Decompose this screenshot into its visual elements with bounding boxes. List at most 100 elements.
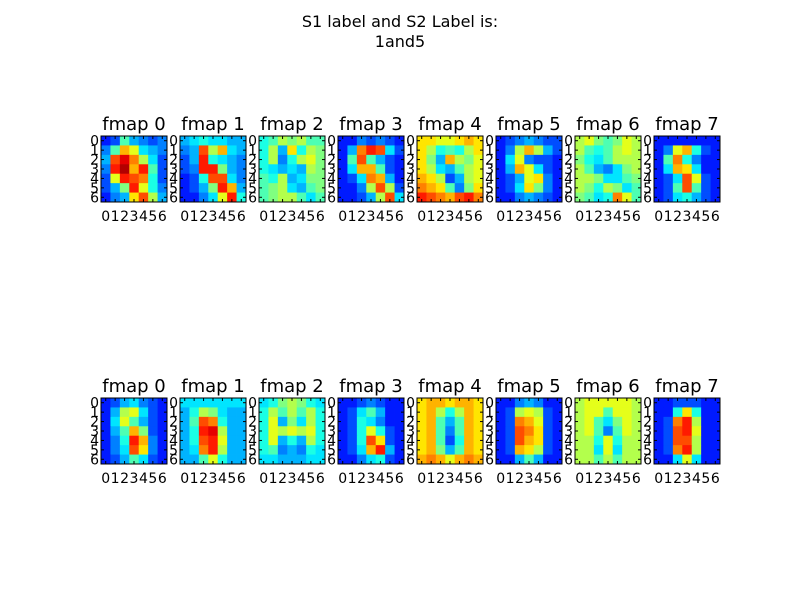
heatmap-cell: [672, 426, 683, 437]
heatmap-cell: [496, 192, 506, 203]
y-tick-label: 3: [248, 162, 257, 178]
heatmap-cell: [236, 426, 247, 437]
heatmap-cell: [533, 426, 544, 437]
y-tick-label: 4: [643, 433, 652, 449]
heatmap-cell: [315, 173, 326, 184]
x-tick-label: 4: [139, 209, 148, 225]
x-tick-label: 4: [218, 209, 227, 225]
heatmap-cell: [464, 164, 474, 175]
heatmap-cell: [101, 454, 111, 465]
heatmap-cell: [417, 416, 427, 427]
heatmap-cell: [663, 164, 674, 175]
heatmap-cell: [710, 173, 721, 184]
y-tick-label: 3: [169, 162, 178, 178]
heatmap-cell: [593, 173, 604, 184]
heatmap-cell: [306, 398, 316, 408]
heatmap-cell: [375, 145, 386, 156]
heatmap-cell: [445, 154, 456, 165]
heatmap-cell: [701, 164, 711, 175]
y-tick-label: 2: [485, 415, 494, 431]
x-tick-label: 0: [575, 209, 584, 225]
x-tick-label: 5: [701, 471, 710, 487]
y-tick-label: 2: [248, 153, 257, 169]
x-tick-label: 4: [692, 209, 701, 225]
heatmap-cell: [198, 145, 209, 156]
heatmap-cell: [296, 435, 307, 446]
x-tick-label: 5: [148, 209, 157, 225]
heatmap-cell: [338, 154, 348, 165]
x-tick-label: 1: [506, 209, 515, 225]
x-tick-label: 5: [622, 209, 631, 225]
y-tick-label: 6: [564, 452, 573, 468]
heatmap-cell: [347, 192, 358, 203]
heatmap-cell: [315, 426, 326, 437]
heatmap-cell: [287, 183, 298, 193]
x-tick-label: 5: [385, 209, 394, 225]
heatmap-cell: [603, 173, 614, 184]
heatmap-cell: [227, 426, 237, 437]
heatmap-cell: [603, 445, 614, 455]
heatmap-cell: [366, 426, 377, 437]
heatmap-cell: [593, 407, 604, 418]
heatmap-cell: [306, 183, 316, 193]
y-tick-label: 2: [643, 415, 652, 431]
heatmap-cell: [180, 164, 190, 175]
heatmap-cell: [464, 136, 474, 146]
heatmap-cell: [338, 398, 348, 408]
y-tick-label: 1: [169, 405, 178, 421]
heatmap-cell: [454, 435, 465, 446]
heatmap-cell: [394, 173, 405, 184]
heatmap-cell: [375, 445, 386, 455]
heatmap-cell: [543, 407, 553, 418]
heatmap-cell: [514, 426, 525, 437]
x-tick-label: 3: [604, 471, 613, 487]
heatmap-cell: [138, 445, 149, 455]
heatmap-cell: [347, 145, 358, 156]
heatmap-cell: [208, 435, 219, 446]
heatmap-cell: [129, 426, 140, 437]
x-tick-label: 6: [632, 209, 641, 225]
heatmap-cell: [663, 173, 674, 184]
heatmap-cell: [236, 136, 247, 146]
x-tick-label: 0: [259, 209, 268, 225]
heatmap-cell: [227, 192, 237, 203]
heatmap-cell: [505, 145, 516, 156]
heatmap-cell: [236, 164, 247, 175]
y-tick-label: 0: [406, 134, 415, 150]
heatmap-cell: [366, 407, 377, 418]
heatmap-cell: [701, 416, 711, 427]
heatmap-cell: [148, 154, 158, 165]
heatmap-cell: [682, 398, 693, 408]
heatmap-cell: [277, 145, 288, 156]
x-tick-label: 3: [446, 471, 455, 487]
heatmap-cell: [505, 192, 516, 203]
x-tick-label: 4: [139, 471, 148, 487]
y-tick-label: 0: [248, 396, 257, 412]
heatmap-cell: [710, 416, 721, 427]
heatmap-cell: [417, 398, 427, 408]
heatmap-cells: [496, 136, 563, 203]
heatmap-cell: [101, 416, 111, 427]
heatmap-cell: [138, 136, 149, 146]
y-tick-label: 0: [169, 134, 178, 150]
panel-title: fmap 1: [181, 114, 245, 135]
heatmap-cell: [584, 154, 595, 165]
heatmap-cell: [157, 164, 168, 175]
heatmap-cell: [622, 164, 632, 175]
heatmap-cell: [385, 435, 395, 446]
heatmap-cell: [435, 435, 446, 446]
x-tick-label: 3: [683, 209, 692, 225]
heatmap-cell: [338, 435, 348, 446]
heatmap-cell: [217, 445, 228, 455]
y-tick-label: 1: [643, 405, 652, 421]
heatmap-cell: [691, 416, 702, 427]
heatmap-cell: [385, 154, 395, 165]
heatmap-cell: [306, 416, 316, 427]
heatmap-cell: [654, 416, 664, 427]
heatmap-cell: [236, 183, 247, 193]
heatmap-cell: [575, 183, 585, 193]
heatmap-cell: [338, 145, 348, 156]
